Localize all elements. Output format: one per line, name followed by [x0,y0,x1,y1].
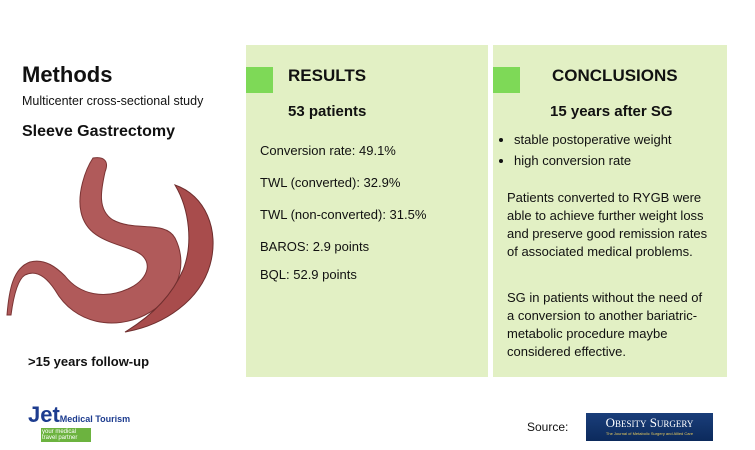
result-item: BAROS: 2.9 points [260,239,370,254]
bullet-item: stable postoperative weight [514,129,672,150]
conclusions-subtitle: 15 years after SG [550,103,673,120]
results-subtitle: 53 patients [288,103,367,120]
logo-tagline: your medical travel partner [41,428,91,442]
conclusion-paragraph: SG in patients without the need of a con… [507,290,703,359]
stomach-illustration [6,157,214,333]
conclusions-accent [493,67,520,93]
conclusions-panel: CONCLUSIONS 15 years after SG stable pos… [493,45,727,377]
result-item: TWL (non-converted): 31.5% [260,207,427,222]
results-title: RESULTS [288,66,367,85]
journal-name: Obesity Surgery [605,415,694,430]
followup-label: >15 years follow-up [28,354,150,369]
obesity-surgery-journal-logo[interactable]: Obesity Surgery The Journal of Metabolic… [586,413,713,441]
logo-name: Medical Tourism [59,414,131,424]
procedure-name: Sleeve Gastrectomy [22,123,175,140]
journal-tagline: The Journal of Metabolic Surgery and All… [605,431,694,436]
results-panel: RESULTS 53 patients Conversion rate: 49.… [246,45,488,377]
bullet-item: high conversion rate [514,150,672,171]
result-item: BQL: 52.9 points [260,267,357,282]
result-item: TWL (converted): 32.9% [260,175,401,190]
logo-brand: Jet [28,402,60,427]
source-label: Source: [527,420,569,434]
study-design: Multicenter cross-sectional study [22,94,204,108]
conclusions-title: CONCLUSIONS [552,66,678,85]
results-accent [246,67,273,93]
methods-title: Methods [22,62,113,87]
conclusion-paragraph: Patients converted to RYGB were able to … [507,190,708,259]
result-item: Conversion rate: 49.1% [260,143,396,158]
jet-medical-tourism-logo[interactable]: JetMedical Tourism your medical travel p… [28,402,130,442]
conclusion-bullets: stable postoperative weight high convers… [496,129,672,171]
